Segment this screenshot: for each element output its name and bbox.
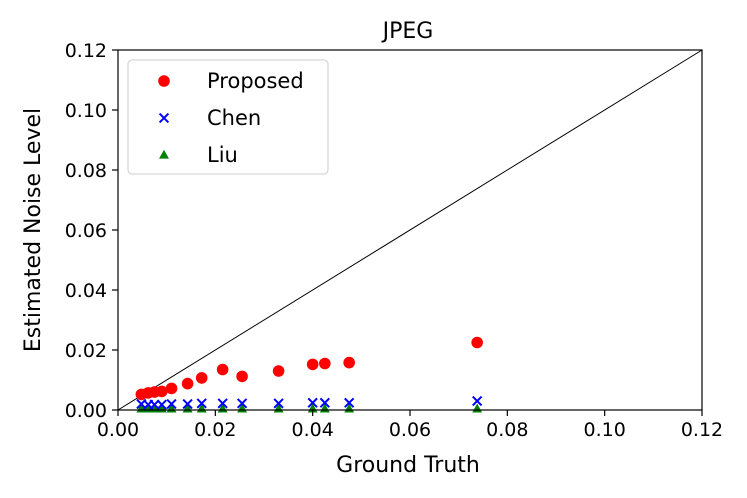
proposed-point — [156, 385, 168, 398]
y-tick-label: 0.08 — [65, 160, 107, 182]
y-tick-label: 0.12 — [65, 40, 107, 62]
proposed-point — [306, 358, 319, 371]
x-tick-label: 0.06 — [389, 419, 431, 441]
series-chen — [136, 395, 483, 410]
chen-point — [182, 398, 193, 410]
legend-label-liu: Liu — [207, 143, 238, 167]
proposed-point — [165, 382, 178, 395]
legend-marker-chen — [158, 112, 170, 124]
y-tick-label: 0.04 — [65, 280, 107, 302]
chen-point — [344, 397, 355, 408]
y-tick-label: 0.06 — [65, 220, 107, 242]
y-axis-title: Estimated Noise Level — [21, 108, 46, 352]
x-tick-label: 0.12 — [681, 419, 723, 441]
x-axis-title: Ground Truth — [336, 453, 480, 478]
legend-label-proposed: Proposed — [207, 69, 304, 93]
chen-point — [307, 397, 318, 408]
x-tick-label: 0.04 — [292, 419, 334, 441]
x-tick-label: 0.02 — [194, 419, 236, 441]
legend: Proposed Chen Liu — [127, 59, 329, 175]
legend-label-chen: Chen — [207, 106, 261, 130]
y-tick-label: 0.00 — [65, 400, 107, 422]
chen-point — [166, 398, 177, 410]
proposed-point — [236, 370, 248, 383]
y-axis: 0.00 0.02 0.04 0.06 0.08 0.10 0.12 — [65, 40, 118, 422]
legend-marker-proposed — [158, 75, 170, 87]
chen-point — [156, 399, 167, 410]
chart-title: JPEG — [381, 19, 434, 44]
x-tick-label: 0.08 — [486, 419, 528, 441]
chen-point — [319, 397, 330, 408]
series-proposed — [135, 336, 483, 401]
chen-point — [472, 395, 483, 407]
chen-point — [196, 398, 207, 409]
proposed-point — [471, 336, 483, 349]
chen-point — [217, 398, 228, 409]
x-axis: 0.00 0.02 0.04 0.06 0.08 0.10 0.12 — [97, 410, 723, 441]
chen-point — [236, 398, 248, 409]
proposed-point — [216, 363, 229, 376]
proposed-point — [272, 365, 285, 377]
y-tick-label: 0.02 — [65, 340, 107, 362]
x-tick-label: 0.00 — [97, 419, 139, 441]
chen-point — [273, 398, 284, 409]
reference-line — [117, 49, 703, 411]
legend-marker-liu — [159, 149, 169, 159]
x-tick-label: 0.10 — [584, 419, 626, 441]
legend-box — [127, 59, 329, 175]
proposed-point — [181, 377, 194, 390]
proposed-point — [319, 357, 331, 370]
y-tick-label: 0.10 — [65, 100, 107, 122]
proposed-point — [195, 372, 208, 384]
proposed-point — [343, 356, 355, 369]
